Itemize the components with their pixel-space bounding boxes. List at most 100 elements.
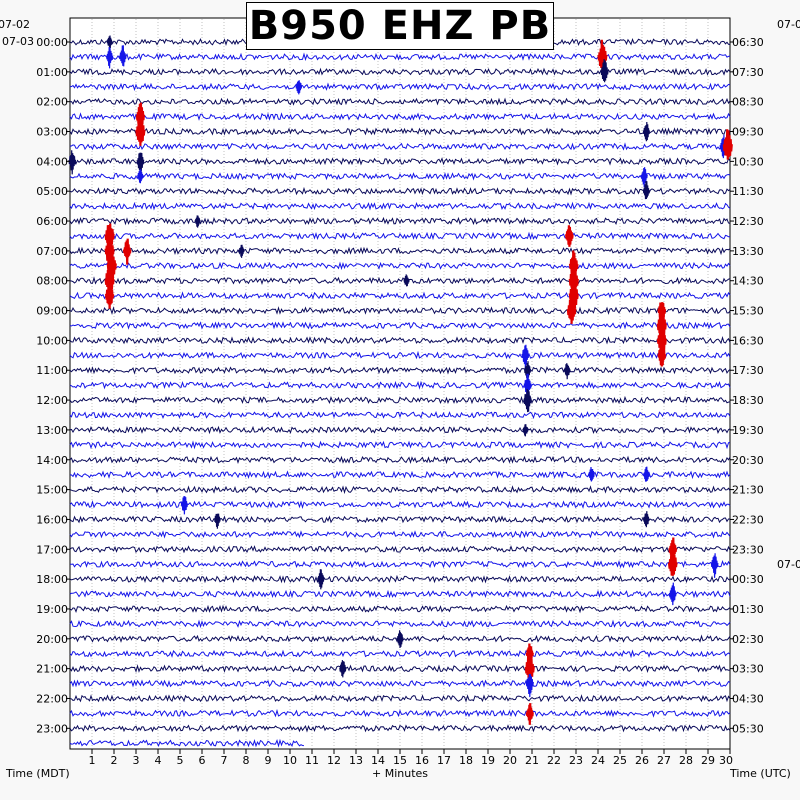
x-tick-label: 21	[525, 754, 539, 767]
trace-row	[69, 395, 731, 405]
trace-row	[69, 127, 731, 136]
seismic-traces	[69, 38, 731, 748]
x-tick-label: 29	[701, 754, 715, 767]
event-mark	[403, 274, 410, 287]
left-hour-label: 00:00	[36, 36, 68, 49]
x-tick-label: 12	[327, 754, 341, 767]
trace-row	[69, 276, 731, 285]
left-hour-label: 18:00	[36, 573, 68, 586]
right-hour-label: 14:30	[732, 275, 764, 288]
x-tick-label: 4	[155, 754, 162, 767]
left-hour-label: 19:00	[36, 603, 68, 616]
x-axis: 1 2 3 4 5 6 7 8 9 10 11 12 13 14 15 16 17 18 19 20 21 22 23 24 2…	[89, 749, 733, 767]
event-mark	[295, 80, 303, 95]
trace-row	[69, 500, 731, 510]
trace-row	[69, 440, 731, 450]
trace-row	[69, 649, 731, 659]
right-hour-label: 05:30	[732, 722, 764, 735]
left-hour-label: 17:00	[36, 543, 68, 556]
event-mark	[396, 630, 404, 649]
right-hour-label: 10:30	[732, 155, 764, 168]
trace-row	[69, 321, 731, 330]
trace-row	[69, 604, 731, 614]
event-mark	[565, 225, 574, 247]
left-hour-label: 03:00	[36, 126, 68, 139]
event-mark	[339, 660, 347, 678]
right-hour-label: 17:30	[732, 364, 764, 377]
x-tick-label: 23	[569, 754, 583, 767]
trace-row	[69, 455, 731, 465]
right-hour-label: 15:30	[732, 305, 764, 318]
left-hour-label: 09:00	[36, 305, 68, 318]
x-tick-label: 5	[177, 754, 184, 767]
x-tick-label: 8	[243, 754, 250, 767]
x-tick-label: 6	[199, 754, 206, 767]
trace-row	[69, 82, 731, 92]
event-mark	[642, 180, 650, 200]
trace-row	[69, 515, 730, 524]
trace-row	[69, 485, 731, 495]
trace-row	[69, 664, 731, 673]
event-mark	[135, 114, 146, 146]
event-mark	[105, 285, 115, 309]
trace-row	[69, 157, 731, 166]
trace-row	[69, 380, 731, 390]
right-hour-label: 11:30	[732, 185, 764, 198]
x-tick-label: 16	[415, 754, 429, 767]
trace-row	[69, 410, 731, 420]
trace-row	[69, 186, 731, 196]
right-hour-label: 23:30	[732, 543, 764, 556]
trace-row	[69, 216, 731, 226]
event-mark	[566, 294, 577, 324]
event-mark	[525, 673, 534, 698]
x-tick-label: 14	[371, 754, 385, 767]
event-mark	[643, 466, 650, 482]
event-mark	[668, 582, 677, 606]
left-hour-label: 08:00	[36, 275, 68, 288]
right-hour-label: 04:30	[732, 692, 764, 705]
event-mark	[563, 363, 571, 380]
event-marks	[68, 35, 733, 725]
right-hour-label: 03:30	[732, 663, 764, 676]
event-mark	[238, 244, 245, 258]
left-axis-label: Time (MDT)	[5, 767, 70, 780]
trace-row	[69, 172, 731, 181]
trace-row	[69, 366, 731, 375]
left-hour-label: 23:00	[36, 722, 68, 735]
left-hour-label: 11:00	[36, 364, 68, 377]
x-tick-label: 7	[221, 754, 228, 767]
event-mark	[588, 466, 595, 482]
trace-row	[69, 545, 731, 554]
event-mark	[642, 121, 650, 142]
x-tick-label: 20	[503, 754, 517, 767]
left-hour-label: 13:00	[36, 424, 68, 437]
x-tick-label: 15	[393, 754, 407, 767]
left-hour-label: 22:00	[36, 692, 68, 705]
event-mark	[214, 513, 221, 529]
event-mark	[137, 169, 144, 184]
right-hour-label: 16:30	[732, 334, 764, 347]
right-time-axis: 06:30 07:30 08:30 09:30 10:30 11:30 12:30 13:30…	[730, 36, 800, 735]
right-hour-label: 12:30	[732, 215, 764, 228]
left-hour-label: 02:00	[36, 96, 68, 109]
x-tick-label: 27	[657, 754, 671, 767]
event-mark	[640, 167, 648, 188]
trace-row	[69, 261, 731, 271]
left-hour-label: 14:00	[36, 454, 68, 467]
trace-row	[69, 231, 730, 241]
trace-row	[69, 679, 731, 688]
x-tick-label: 18	[459, 754, 473, 767]
event-mark	[710, 553, 719, 578]
x-tick-label: 11	[305, 754, 319, 767]
x-tick-label: 22	[547, 754, 561, 767]
x-tick-label: 28	[679, 754, 693, 767]
left-hour-label: 16:00	[36, 513, 68, 526]
trace-row	[69, 335, 731, 345]
left-date-start: 07-03	[2, 35, 34, 48]
left-hour-label: 20:00	[36, 633, 68, 646]
left-hour-label: 01:00	[36, 66, 68, 79]
x-tick-label: 10	[283, 754, 297, 767]
right-hour-label: 02:30	[732, 633, 764, 646]
event-mark	[317, 569, 325, 590]
